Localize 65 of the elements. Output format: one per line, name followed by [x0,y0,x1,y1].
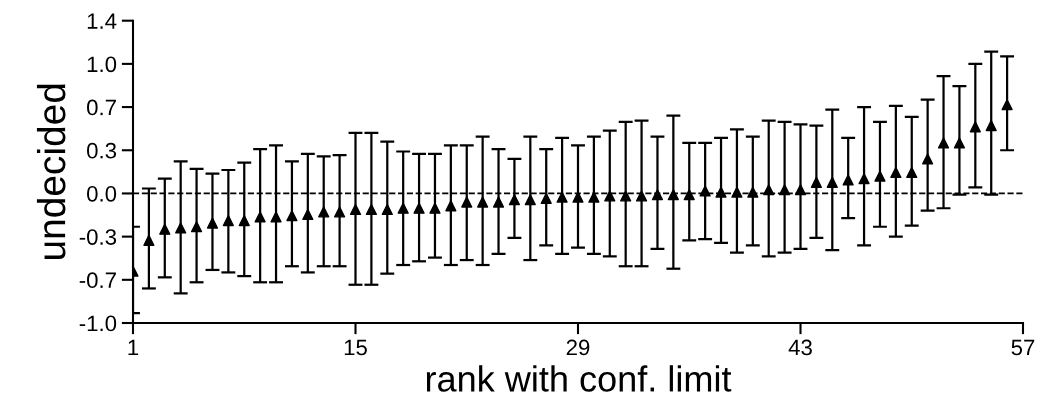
point [699,185,711,197]
point [731,186,743,198]
point [588,191,600,203]
point [969,121,981,133]
point [445,200,457,212]
point [826,176,838,188]
y-tick-label: -0.3 [79,229,117,245]
point [890,166,902,179]
point [238,214,250,227]
point [937,137,950,149]
y-tick-label: 0.3 [87,142,117,159]
point [365,203,377,216]
x-tick-label: 1 [128,339,139,356]
y-tick-label: 0.7 [87,99,116,116]
point [318,206,330,218]
point [524,194,536,206]
point [413,202,425,214]
point [794,184,807,196]
point [492,196,505,208]
point [270,211,282,223]
point [254,211,266,223]
x-tick-label: 57 [1011,339,1035,356]
point [906,166,918,179]
point [922,153,934,165]
point [540,192,552,204]
point [635,190,648,202]
point [461,196,473,208]
point [556,191,568,203]
point [667,189,679,201]
point [842,174,854,186]
point [477,196,489,208]
point [222,214,234,227]
point [779,184,791,196]
point [620,190,632,202]
y-tick-label: 1.4 [87,13,117,29]
point [159,223,171,235]
point [143,234,155,246]
y-tick-label: 0.0 [87,185,117,202]
point [763,184,775,196]
point [604,190,616,202]
point [381,203,393,216]
point [190,221,203,233]
point [286,210,298,222]
point [302,208,314,221]
point [175,222,187,234]
y-axis-title: undecided [36,84,66,260]
y-tick-label: -1.0 [79,315,117,332]
y-tick-label: 1.0 [87,56,117,73]
x-axis-title: rank with conf. limit [426,365,732,392]
point [651,189,664,201]
point [747,186,759,198]
point [206,217,219,229]
point [397,202,409,214]
point [508,194,521,206]
y-tick-label: -0.7 [79,272,116,289]
point [349,203,362,216]
x-tick-label: 43 [788,339,812,356]
x-tick-label: 15 [344,339,367,356]
point [953,137,966,149]
point [683,189,695,201]
point [858,173,870,185]
point [810,176,822,188]
point [985,119,997,132]
point [334,206,346,218]
x-tick-label: 29 [566,339,590,356]
